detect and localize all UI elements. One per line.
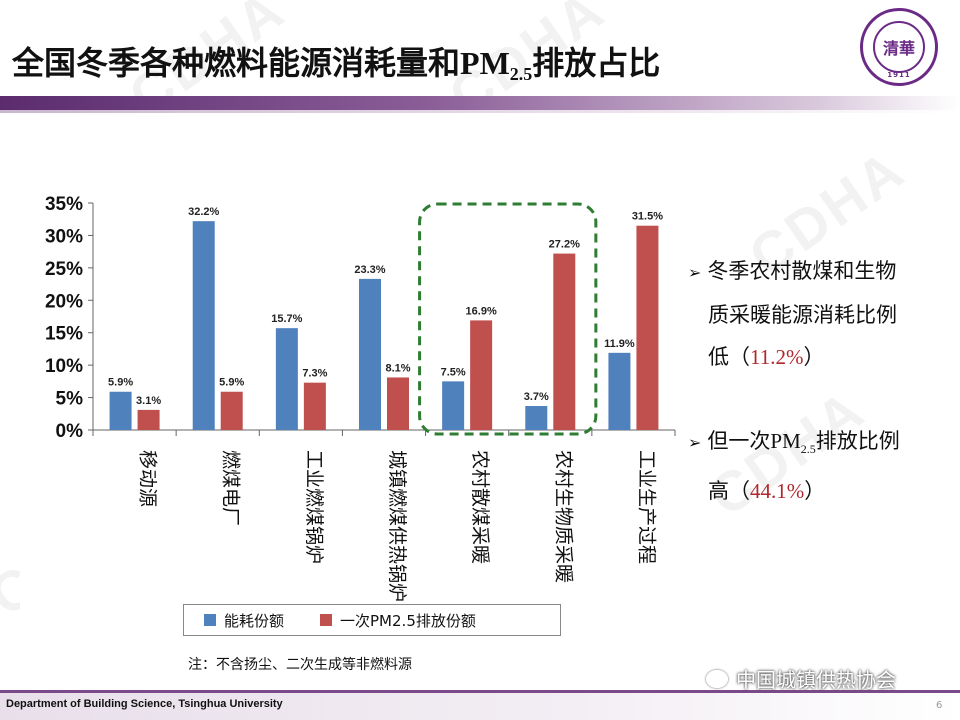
data-label: 16.9% [466,305,497,317]
data-label: 5.9% [219,377,244,389]
legend-label-pm25: 一次PM2.5排放份额 [340,611,476,630]
legend-label-energy: 能耗份额 [224,611,285,630]
wechat-icon [706,669,728,688]
chart-area: 0% 5% 10% 15% 20% 25% 30% 35% 5.9% 3.1% 移动源 32.2% 5.… [20,180,680,640]
data-label: 11.9% [604,338,635,350]
legend-swatch-energy [204,614,216,626]
data-label: 3.1% [136,395,161,407]
slide-title: 全国冬季各种燃料能源消耗量和PM2.5排放占比 [12,38,660,85]
x-category-label: 农村散煤采暖 [469,450,491,564]
title-tail: 排放占比 [532,44,661,82]
bullet-2: ➢ 但一次PM2.5排放比例 [688,420,948,470]
bar-energy [608,352,631,430]
title-main: 全国冬季各种燃料能源消耗量和 [12,44,461,82]
y-tick-label: 35% [45,194,83,215]
bullet-1-line-3: 低（11.2%） [688,336,948,378]
data-label: 5.9% [108,377,133,389]
bullet-1-value: 11.2% [750,345,804,369]
data-label: 15.7% [271,313,302,325]
bullet-2-line-2-prefix: 高（ [708,479,750,504]
arrow-bullet-icon: ➢ [688,263,702,282]
legend-swatch-pm25 [320,614,333,626]
title-pm: PM [460,45,510,81]
x-category-label: 农村生物质采暖 [552,450,574,583]
x-category-label: 移动源 [137,450,159,507]
chart-legend: 能耗份额 一次PM2.5排放份额 [183,604,561,636]
y-tick-label: 5% [56,389,84,410]
legend-item-pm25: 一次PM2.5排放份额 [320,610,476,631]
y-tick-label: 30% [45,226,83,247]
data-label: 8.1% [385,362,410,374]
page-number: 6 [936,700,943,711]
x-category-label: 工业生产过程 [635,450,657,564]
title-underline-shadow [0,110,960,113]
bar-energy [525,406,548,430]
data-label: 31.5% [632,211,663,223]
data-label: 23.3% [354,264,385,276]
bullet-1-line-2: 质采暖能源消耗比例 [708,303,897,327]
bar-energy [109,391,132,430]
bullet-1-prefix: 低（ [708,345,750,369]
data-label: 27.2% [549,239,580,251]
seal-year: 1911 [887,71,911,79]
seal-center: 清華 [873,21,925,73]
data-label: 7.3% [302,368,327,380]
bullet-2-suffix: 排放比例 [815,429,900,453]
y-tick-label: 10% [45,356,83,377]
footer-bar [0,690,960,720]
legend-item-energy: 能耗份额 [204,610,284,631]
bar-energy [359,278,381,430]
university-seal-logo: 清華 1911 [860,8,938,86]
bullet-2-value: 44.1% [750,479,805,504]
bar-pm25 [220,391,243,430]
bullet-2-line-2: 高（44.1%） [688,470,948,512]
bar-energy [442,381,465,430]
bullet-2-line-2-suffix: ） [804,479,826,504]
data-label: 7.5% [441,366,466,378]
y-tick-label: 20% [45,291,83,312]
bar-pm25 [303,382,326,430]
bar-pm25 [137,409,160,430]
y-tick-label: 0% [56,421,84,442]
bar-energy [192,221,215,430]
bullet-list: ➢ 冬季农村散煤和生物 质采暖能源消耗比例 低（11.2%） ➢ 但一次PM2.5排… [688,250,948,512]
y-tick-label: 15% [45,324,83,345]
footer-divider [0,690,960,693]
data-label: 32.2% [188,206,219,218]
bar-chart: 0%5%10%15%20%25%30%35%5.9%3.1%移动源32.2%5.… [45,194,676,602]
bullet-2-subscript: 2.5 [800,442,816,457]
wechat-account: 中国城镇供热协会 [706,664,896,693]
bar-pm25 [387,377,409,430]
title-underline-bar [0,96,960,110]
y-tick-label: 25% [45,259,83,280]
bullet-2-prefix: 但一次 [707,429,771,453]
x-category-label: 燃煤电厂 [220,450,242,526]
arrow-bullet-icon: ➢ [688,433,702,452]
x-category-label: 工业燃煤锅炉 [303,450,325,564]
bar-pm25 [553,253,576,430]
x-category-label: 城镇燃煤供热锅炉 [386,450,408,602]
bar-energy [275,328,298,430]
chart-note: 注：不含扬尘、二次生成等非燃料源 [188,657,412,673]
bullet-1-suffix: ） [803,345,825,369]
bar-pm25 [636,225,659,430]
footer-department: Department of Building Science, Tsinghua… [6,698,283,710]
wechat-account-name: 中国城镇供热协会 [736,668,896,692]
bullet-1: ➢ 冬季农村散煤和生物 [688,250,948,294]
title-subscript: 2.5 [509,64,533,84]
bullet-2-pm: PM [770,429,801,453]
bullet-1-line-1: 冬季农村散煤和生物 [707,259,897,283]
bar-pm25 [470,320,493,430]
data-label: 3.7% [524,391,549,403]
